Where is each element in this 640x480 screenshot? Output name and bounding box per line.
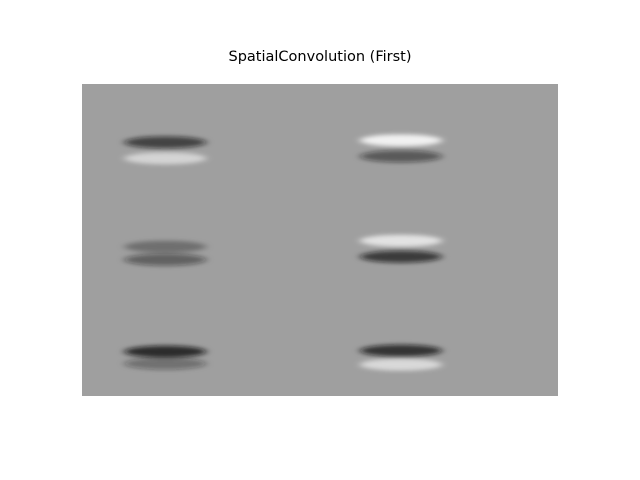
- kernel-4-band-1: [359, 234, 442, 247]
- kernel-6-band-1: [359, 344, 442, 357]
- kernel-2-band-1: [359, 134, 442, 147]
- kernel-2: [359, 134, 442, 163]
- kernel-6-band-2: [359, 358, 442, 371]
- kernel-4-band-2: [359, 250, 442, 263]
- kernel-1-band-2: [124, 152, 207, 165]
- kernel-5: [124, 345, 207, 370]
- kernel-3-band-2: [124, 253, 207, 266]
- kernel-2-band-2: [359, 150, 442, 163]
- plot-area: [82, 84, 558, 396]
- kernel-3: [124, 240, 207, 266]
- kernel-1: [124, 136, 207, 165]
- kernel-grid: [124, 134, 442, 371]
- heatmap-background: [82, 84, 558, 396]
- kernel-6: [359, 344, 442, 371]
- kernel-5-band-2: [124, 357, 207, 370]
- kernel-3-band-1: [124, 240, 207, 253]
- kernel-1-band-1: [124, 136, 207, 149]
- kernel-5-band-1: [124, 345, 207, 358]
- kernel-4: [359, 234, 442, 263]
- chart-title: SpatialConvolution (First): [229, 49, 412, 65]
